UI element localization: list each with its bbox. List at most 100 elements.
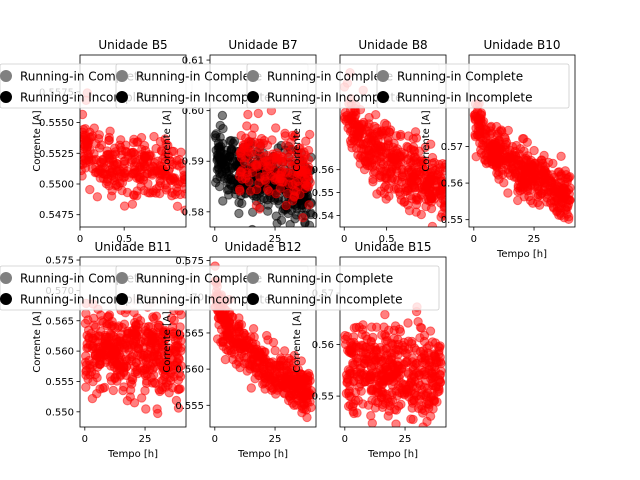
scatter-point [213, 162, 224, 173]
legend-label: Running-in Complete [20, 70, 146, 84]
scatter-point [365, 371, 375, 381]
scatter-point [391, 166, 402, 176]
scatter-point [408, 381, 418, 391]
scatter-point [178, 178, 186, 188]
scatter-point [271, 158, 281, 168]
scatter-point [262, 195, 272, 205]
scatter-point [162, 183, 172, 193]
axes-frame [79, 256, 187, 428]
scatter-point [420, 375, 431, 386]
legend-label: Running-in Complete [136, 272, 262, 286]
scatter-point [116, 142, 126, 153]
scatter-point [359, 164, 370, 175]
scatter-point [301, 175, 312, 185]
scatter-point [389, 184, 399, 194]
scatter-point [157, 161, 167, 172]
scatter-point [89, 123, 100, 133]
scatter-point [108, 385, 119, 396]
scatter-point [387, 390, 397, 400]
scatter-point [426, 139, 436, 149]
scatter-point [493, 152, 504, 163]
scatter-point [350, 117, 360, 127]
scatter-point [109, 331, 119, 342]
scatter-point [491, 121, 502, 132]
scatter-point [394, 345, 404, 355]
scatter-point [406, 414, 416, 424]
y-tick-label: 0.565 [45, 316, 74, 327]
scatter-point [141, 404, 151, 414]
scatter-point [104, 135, 114, 146]
scatter-point [161, 382, 171, 392]
scatter-point [381, 331, 391, 342]
scatter-point [289, 400, 299, 410]
legend-marker-incomplete [377, 91, 389, 103]
y-axis-label: Corrente [A] [421, 110, 432, 171]
subplot-5: 0.5500.5550.5600.5650.5700.575025Unidade… [32, 240, 187, 460]
x-tick-label: 0 [77, 234, 83, 245]
scatter-point [244, 360, 255, 370]
scatter-point [110, 160, 120, 170]
scatter-point [439, 181, 446, 192]
scatter-point [421, 194, 431, 205]
scatter-point [119, 201, 130, 211]
legend-marker-incomplete [116, 91, 128, 103]
scatter-point [423, 348, 433, 358]
scatter-point [267, 135, 277, 145]
scatter-point [293, 364, 303, 375]
scatter-point [104, 311, 114, 322]
scatter-point [92, 373, 102, 383]
y-tick-label: 0.575 [175, 256, 204, 267]
scatter-point [378, 159, 389, 170]
scatter-point [271, 123, 281, 133]
legend-label: Running-in Incomplete [267, 91, 402, 105]
scatter-point [234, 184, 245, 195]
subplot-title: Unidade B8 [358, 38, 427, 52]
x-axis-label: Tempo [h] [496, 249, 547, 260]
scatter-point [299, 147, 309, 157]
scatter-point [166, 313, 177, 323]
scatter-point [92, 192, 103, 202]
scatter-point [236, 130, 246, 141]
scatter-point [537, 166, 547, 176]
scatter-points [80, 291, 186, 419]
scatter-point [123, 343, 134, 353]
scatter-points [210, 261, 316, 423]
legend-marker-complete [377, 70, 389, 82]
scatter-point [128, 147, 139, 158]
scatter-point [276, 355, 286, 365]
scatter-point [95, 384, 105, 394]
scatter-point [128, 168, 138, 179]
scatter-point [249, 137, 260, 147]
scatter-point [95, 351, 106, 361]
scatter-point [533, 189, 543, 199]
scatter-point [175, 384, 185, 394]
x-tick-label: 0 [212, 234, 218, 245]
scatter-point [167, 191, 177, 201]
scatter-point [96, 140, 107, 150]
scatter-point [253, 108, 263, 119]
y-tick-label: 0.5550 [39, 118, 74, 129]
y-tick-label: 0.5500 [39, 180, 74, 191]
scatter-point [262, 330, 272, 341]
scatter-point [270, 345, 280, 356]
x-tick-label: 25 [139, 434, 152, 445]
scatter-point [408, 159, 418, 169]
scatter-point [87, 393, 98, 404]
y-axis-label: Corrente [A] [292, 110, 303, 171]
legend-label: Running-in Incomplete [136, 91, 271, 105]
legend-label: Running-in Complete [267, 272, 393, 286]
x-tick-label: 0 [212, 434, 218, 445]
scatter-point [262, 184, 273, 195]
scatter-point [409, 343, 420, 353]
scatter-point [285, 219, 295, 227]
x-tick-label: 25 [269, 434, 282, 445]
scatter-point [374, 370, 384, 381]
scatter-point [90, 168, 101, 178]
scatter-point [167, 172, 178, 183]
scatter-point [296, 356, 306, 366]
scatter-point [304, 220, 315, 227]
scatter-point [543, 157, 554, 168]
scatter-point [529, 145, 539, 156]
legend-box [246, 265, 440, 311]
